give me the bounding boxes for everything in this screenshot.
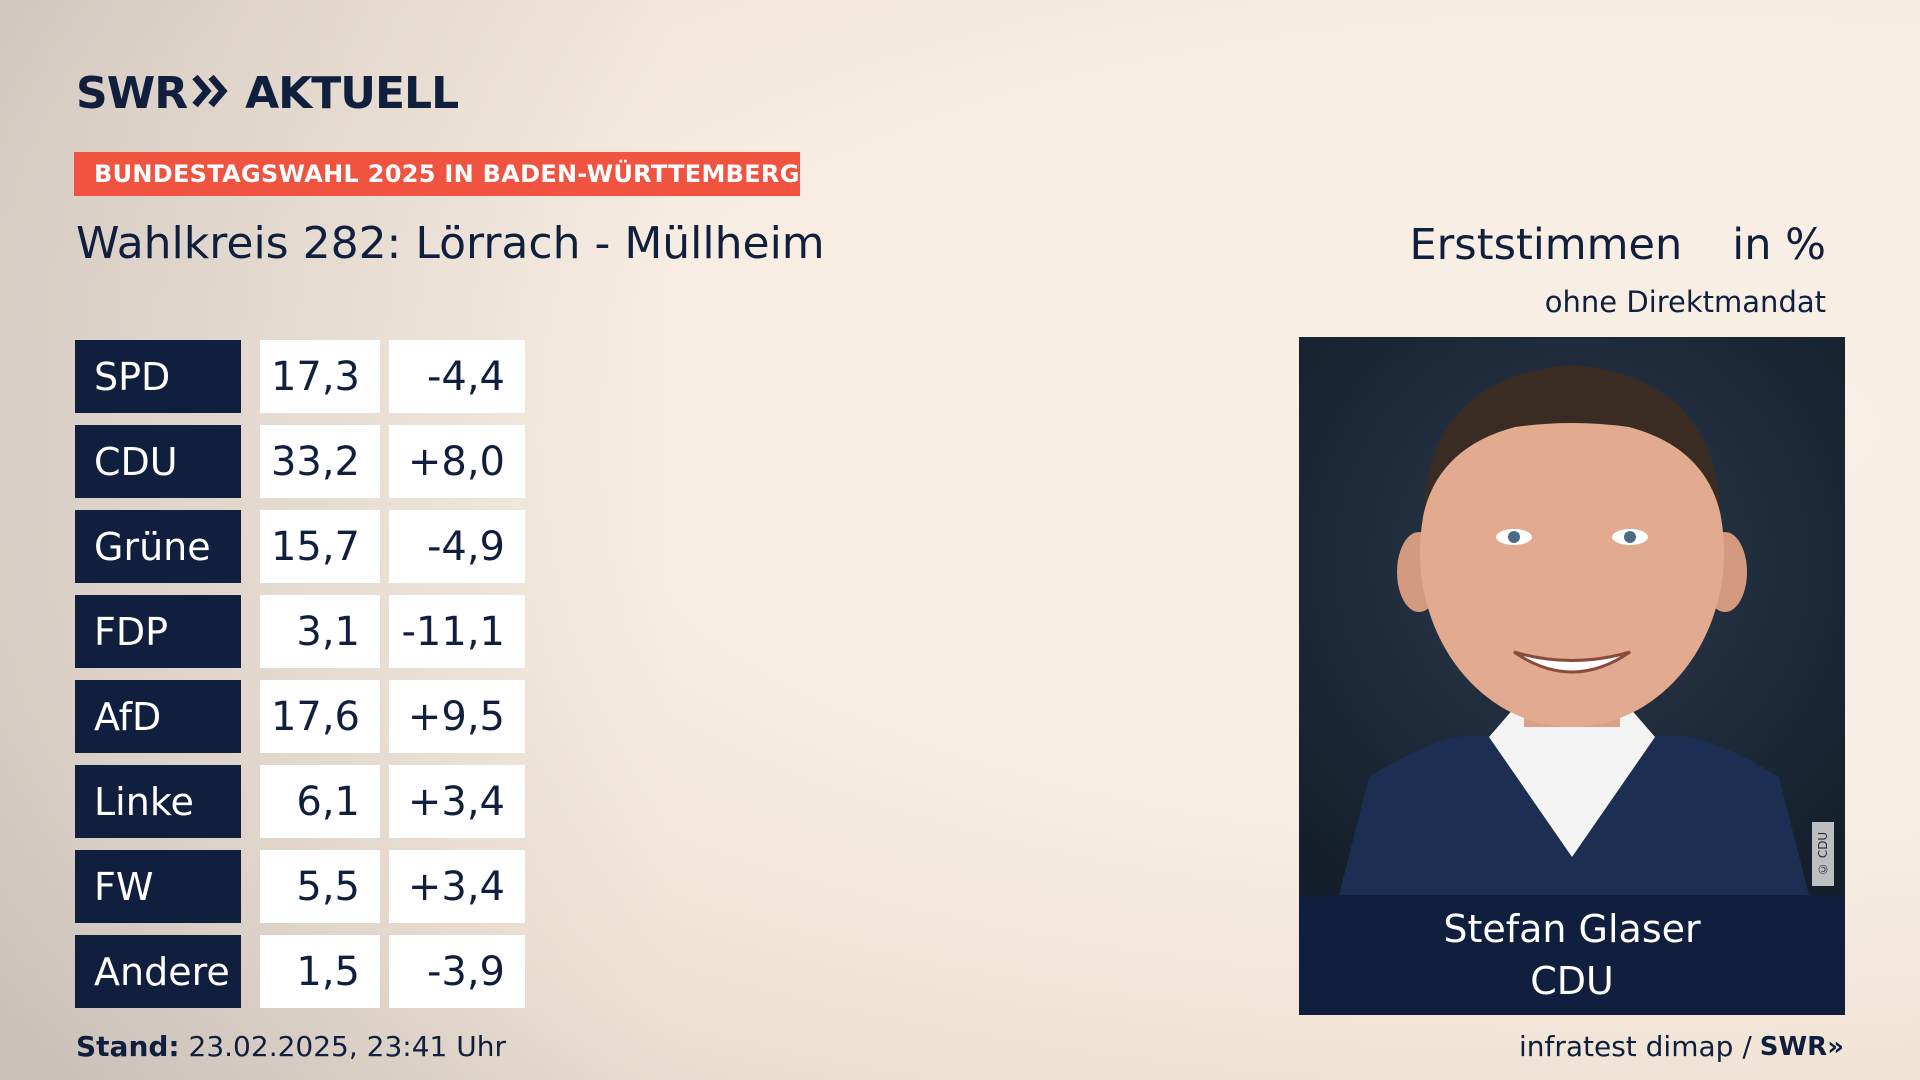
party-name: FW: [75, 850, 241, 923]
party-name: Andere: [75, 935, 241, 1008]
results-table: SPD 17,3 -4,4 CDU 33,2 +8,0 Grüne 15,7 -…: [75, 340, 525, 1020]
mandate-note: ohne Direktmandat: [1544, 285, 1826, 319]
unit-label: in %: [1732, 220, 1826, 270]
party-name: FDP: [75, 595, 241, 668]
district-title: Wahlkreis 282: Lörrach - Müllheim: [76, 218, 825, 269]
candidate-photo: [1299, 337, 1845, 895]
vote-type-header: Erststimmen in %: [1409, 220, 1826, 270]
party-value: 15,7: [260, 510, 380, 583]
party-diff: +8,0: [389, 425, 525, 498]
candidate-caption: Stefan Glaser CDU: [1299, 895, 1845, 1015]
candidate-name: Stefan Glaser: [1443, 907, 1701, 951]
source-text: infratest dimap /: [1518, 1030, 1752, 1063]
party-diff: +3,4: [389, 850, 525, 923]
party-name: AfD: [75, 680, 241, 753]
result-row: Andere 1,5 -3,9: [75, 935, 525, 1008]
party-value: 6,1: [260, 765, 380, 838]
logo-swr-text: SWR: [76, 67, 188, 119]
party-value: 5,5: [260, 850, 380, 923]
party-value: 17,6: [260, 680, 380, 753]
double-chevron-icon: [191, 68, 231, 119]
photo-credit: © CDU: [1812, 822, 1834, 886]
party-diff: -4,4: [389, 340, 525, 413]
party-value: 3,1: [260, 595, 380, 668]
result-row: Linke 6,1 +3,4: [75, 765, 525, 838]
result-row: FW 5,5 +3,4: [75, 850, 525, 923]
result-row: Grüne 15,7 -4,9: [75, 510, 525, 583]
party-value: 17,3: [260, 340, 380, 413]
result-row: CDU 33,2 +8,0: [75, 425, 525, 498]
vote-type-label: Erststimmen: [1409, 220, 1683, 270]
party-name: Grüne: [75, 510, 241, 583]
swr-small-logo: SWR»: [1759, 1031, 1844, 1062]
party-value: 1,5: [260, 935, 380, 1008]
result-row: AfD 17,6 +9,5: [75, 680, 525, 753]
party-diff: -4,9: [389, 510, 525, 583]
candidate-party: CDU: [1530, 959, 1614, 1003]
party-diff: +3,4: [389, 765, 525, 838]
result-row: FDP 3,1 -11,1: [75, 595, 525, 668]
election-banner: BUNDESTAGSWAHL 2025 IN BADEN-WÜRTTEMBERG: [74, 152, 800, 196]
party-value: 33,2: [260, 425, 380, 498]
party-name: SPD: [75, 340, 241, 413]
party-diff: +9,5: [389, 680, 525, 753]
timestamp: Stand: 23.02.2025, 23:41 Uhr: [76, 1030, 506, 1063]
source-credit: infratest dimap / SWR»: [1519, 1030, 1844, 1063]
party-diff: -11,1: [389, 595, 525, 668]
party-name: Linke: [75, 765, 241, 838]
swr-aktuell-logo: SWR AKTUELL: [76, 67, 459, 119]
party-diff: -3,9: [389, 935, 525, 1008]
logo-aktuell-text: AKTUELL: [245, 67, 459, 119]
party-name: CDU: [75, 425, 241, 498]
stand-value: 23.02.2025, 23:41 Uhr: [188, 1030, 506, 1063]
stand-label: Stand:: [76, 1030, 180, 1063]
result-row: SPD 17,3 -4,4: [75, 340, 525, 413]
